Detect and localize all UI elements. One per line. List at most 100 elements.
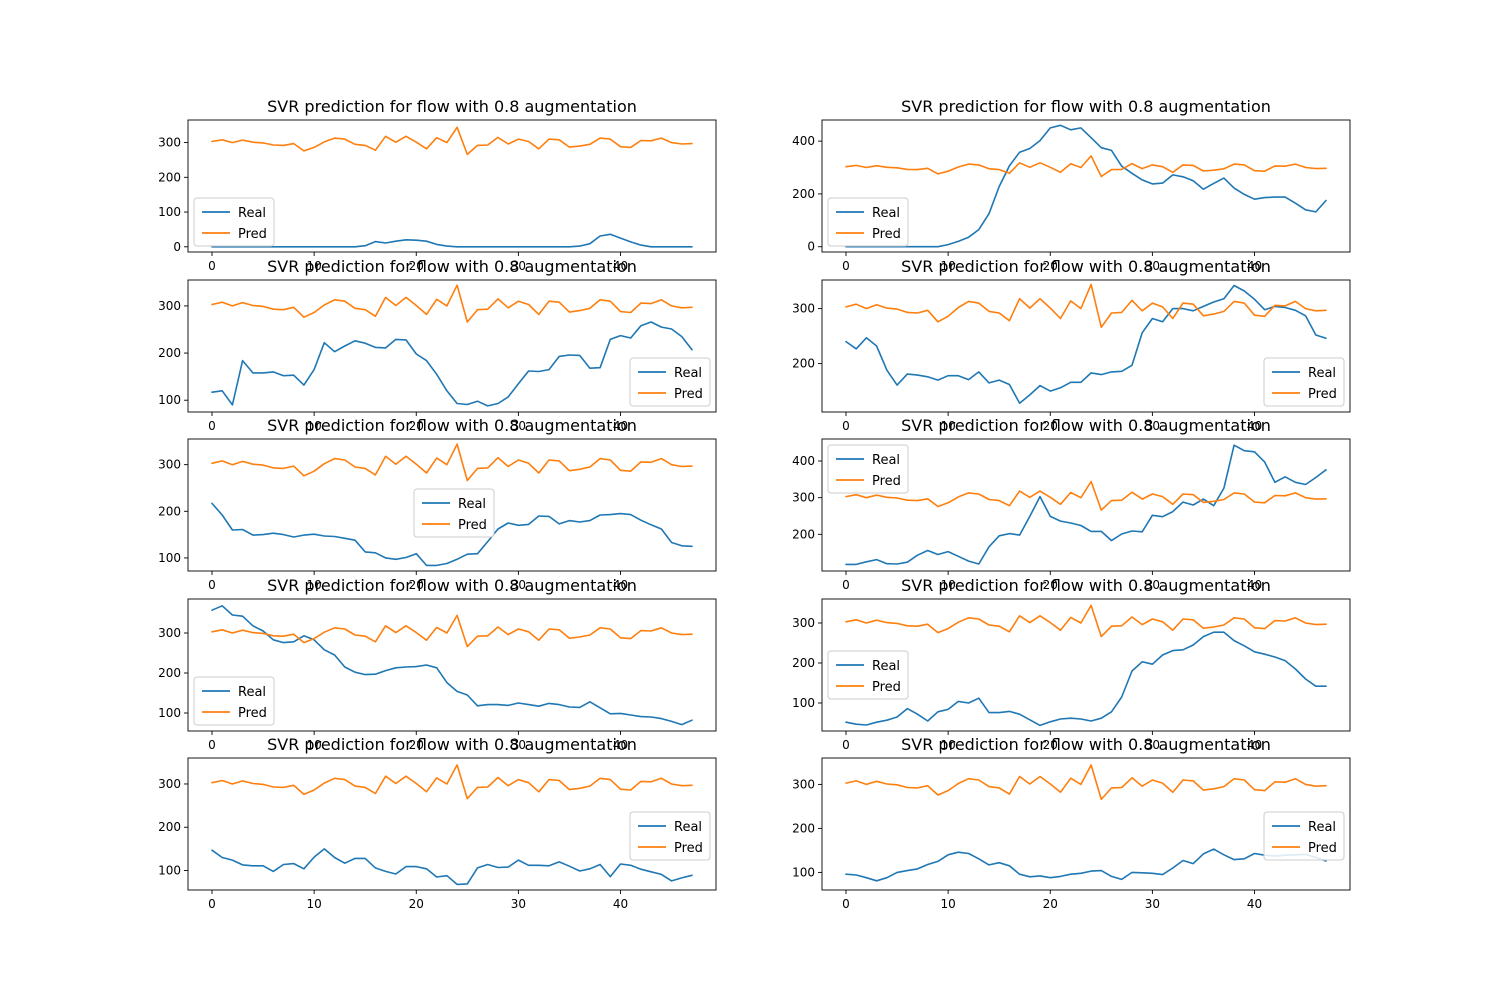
y-tick-label: 100 — [792, 696, 815, 710]
axes-frame — [821, 598, 1351, 732]
subplot-10: SVR prediction for flow with 0.8 augment… — [792, 735, 1351, 911]
y-tick-label: 300 — [792, 491, 815, 505]
subplot-title: SVR prediction for flow with 0.8 augment… — [267, 576, 637, 595]
legend-label-pred: Pred — [1308, 387, 1337, 402]
series-line-pred — [211, 614, 693, 648]
y-tick-label: 300 — [792, 777, 815, 791]
subplot-title: SVR prediction for flow with 0.8 augment… — [901, 576, 1271, 595]
legend: Real Pred — [827, 444, 909, 494]
axes-frame — [187, 279, 717, 413]
series-line-real — [845, 631, 1327, 727]
axes-frame — [821, 119, 1351, 253]
y-tick-label: 400 — [792, 454, 815, 468]
y-tick-label: 100 — [158, 393, 181, 407]
legend-box — [629, 811, 711, 861]
subplot-9: SVR prediction for flow with 0.8 augment… — [158, 735, 717, 911]
subplot-6: SVR prediction for flow with 0.8 augment… — [792, 416, 1351, 592]
series-line-pred — [211, 126, 693, 156]
subplot-1: SVR prediction for flow with 0.8 augment… — [158, 97, 717, 273]
series-line-real — [845, 124, 1327, 248]
y-tick-label: 200 — [158, 820, 181, 834]
subplot-title: SVR prediction for flow with 0.8 augment… — [267, 97, 637, 116]
series-line-real — [845, 284, 1327, 405]
legend-label-real: Real — [872, 453, 900, 468]
legend: Real Pred — [1263, 357, 1345, 407]
x-tick-label: 30 — [511, 259, 526, 273]
x-tick-label: 40 — [1247, 259, 1262, 273]
legend-box — [413, 488, 495, 538]
legend-label-pred: Pred — [458, 518, 487, 533]
x-tick-label: 20 — [1043, 419, 1058, 433]
legend: Real Pred — [1263, 811, 1345, 861]
subplot-8: SVR prediction for flow with 0.8 augment… — [792, 576, 1351, 752]
legend: Real Pred — [827, 650, 909, 700]
x-tick-label: 0 — [842, 578, 850, 592]
y-tick-label: 300 — [158, 458, 181, 472]
x-tick-label: 30 — [1145, 738, 1160, 752]
subplot-title: SVR prediction for flow with 0.8 augment… — [901, 257, 1271, 276]
axes-frame — [187, 119, 717, 253]
x-tick-label: 10 — [940, 419, 955, 433]
legend: Real Pred — [629, 357, 711, 407]
series-line-real — [845, 444, 1327, 566]
x-tick-label: 10 — [306, 578, 321, 592]
y-tick-label: 100 — [158, 205, 181, 219]
series-line-pred — [845, 480, 1327, 511]
x-tick-label: 40 — [613, 738, 628, 752]
y-tick-label: 300 — [158, 136, 181, 150]
x-tick-label: 40 — [1247, 738, 1262, 752]
subplot-4: SVR prediction for flow with 0.8 augment… — [792, 257, 1351, 433]
x-tick-label: 0 — [208, 259, 216, 273]
legend-label-real: Real — [872, 659, 900, 674]
y-tick-label: 300 — [792, 616, 815, 630]
legend-label-real: Real — [238, 206, 266, 221]
x-tick-label: 20 — [1043, 259, 1058, 273]
subplot-title: SVR prediction for flow with 0.8 augment… — [901, 416, 1271, 435]
axes-frame — [187, 598, 717, 732]
series-line-pred — [845, 764, 1327, 801]
x-tick-label: 40 — [1247, 897, 1262, 911]
x-tick-label: 20 — [409, 897, 424, 911]
x-tick-label: 10 — [940, 897, 955, 911]
legend-box — [193, 197, 275, 247]
x-tick-label: 20 — [409, 738, 424, 752]
y-tick-label: 200 — [158, 346, 181, 360]
x-tick-label: 0 — [208, 897, 216, 911]
series-line-pred — [845, 155, 1327, 178]
series-line-real — [211, 233, 693, 248]
x-tick-label: 30 — [1145, 419, 1160, 433]
legend-label-real: Real — [872, 206, 900, 221]
x-tick-label: 30 — [1145, 259, 1160, 273]
y-tick-label: 200 — [792, 357, 815, 371]
series-line-real — [211, 604, 693, 726]
y-tick-label: 200 — [792, 527, 815, 541]
x-tick-label: 40 — [613, 578, 628, 592]
x-tick-label: 10 — [306, 259, 321, 273]
legend-label-real: Real — [674, 366, 702, 381]
series-line-pred — [845, 604, 1327, 638]
subplot-5: SVR prediction for flow with 0.8 augment… — [158, 416, 717, 592]
legend-label-pred: Pred — [674, 841, 703, 856]
legend: Real Pred — [827, 197, 909, 247]
series-line-real — [211, 502, 693, 567]
x-tick-label: 10 — [306, 738, 321, 752]
legend: Real Pred — [193, 676, 275, 726]
y-tick-label: 100 — [792, 865, 815, 879]
series-line-real — [211, 848, 693, 886]
series-line-real — [211, 321, 693, 407]
x-tick-label: 0 — [842, 419, 850, 433]
y-tick-label: 200 — [792, 821, 815, 835]
x-tick-label: 30 — [1145, 578, 1160, 592]
y-tick-label: 0 — [807, 240, 815, 254]
subplot-3: SVR prediction for flow with 0.8 augment… — [158, 257, 717, 433]
series-line-real — [845, 848, 1327, 882]
x-tick-label: 30 — [1145, 897, 1160, 911]
x-tick-label: 0 — [208, 738, 216, 752]
y-tick-label: 300 — [158, 626, 181, 640]
x-tick-label: 20 — [409, 259, 424, 273]
legend-label-pred: Pred — [872, 227, 901, 242]
legend: Real Pred — [629, 811, 711, 861]
x-tick-label: 30 — [511, 738, 526, 752]
x-tick-label: 0 — [842, 897, 850, 911]
